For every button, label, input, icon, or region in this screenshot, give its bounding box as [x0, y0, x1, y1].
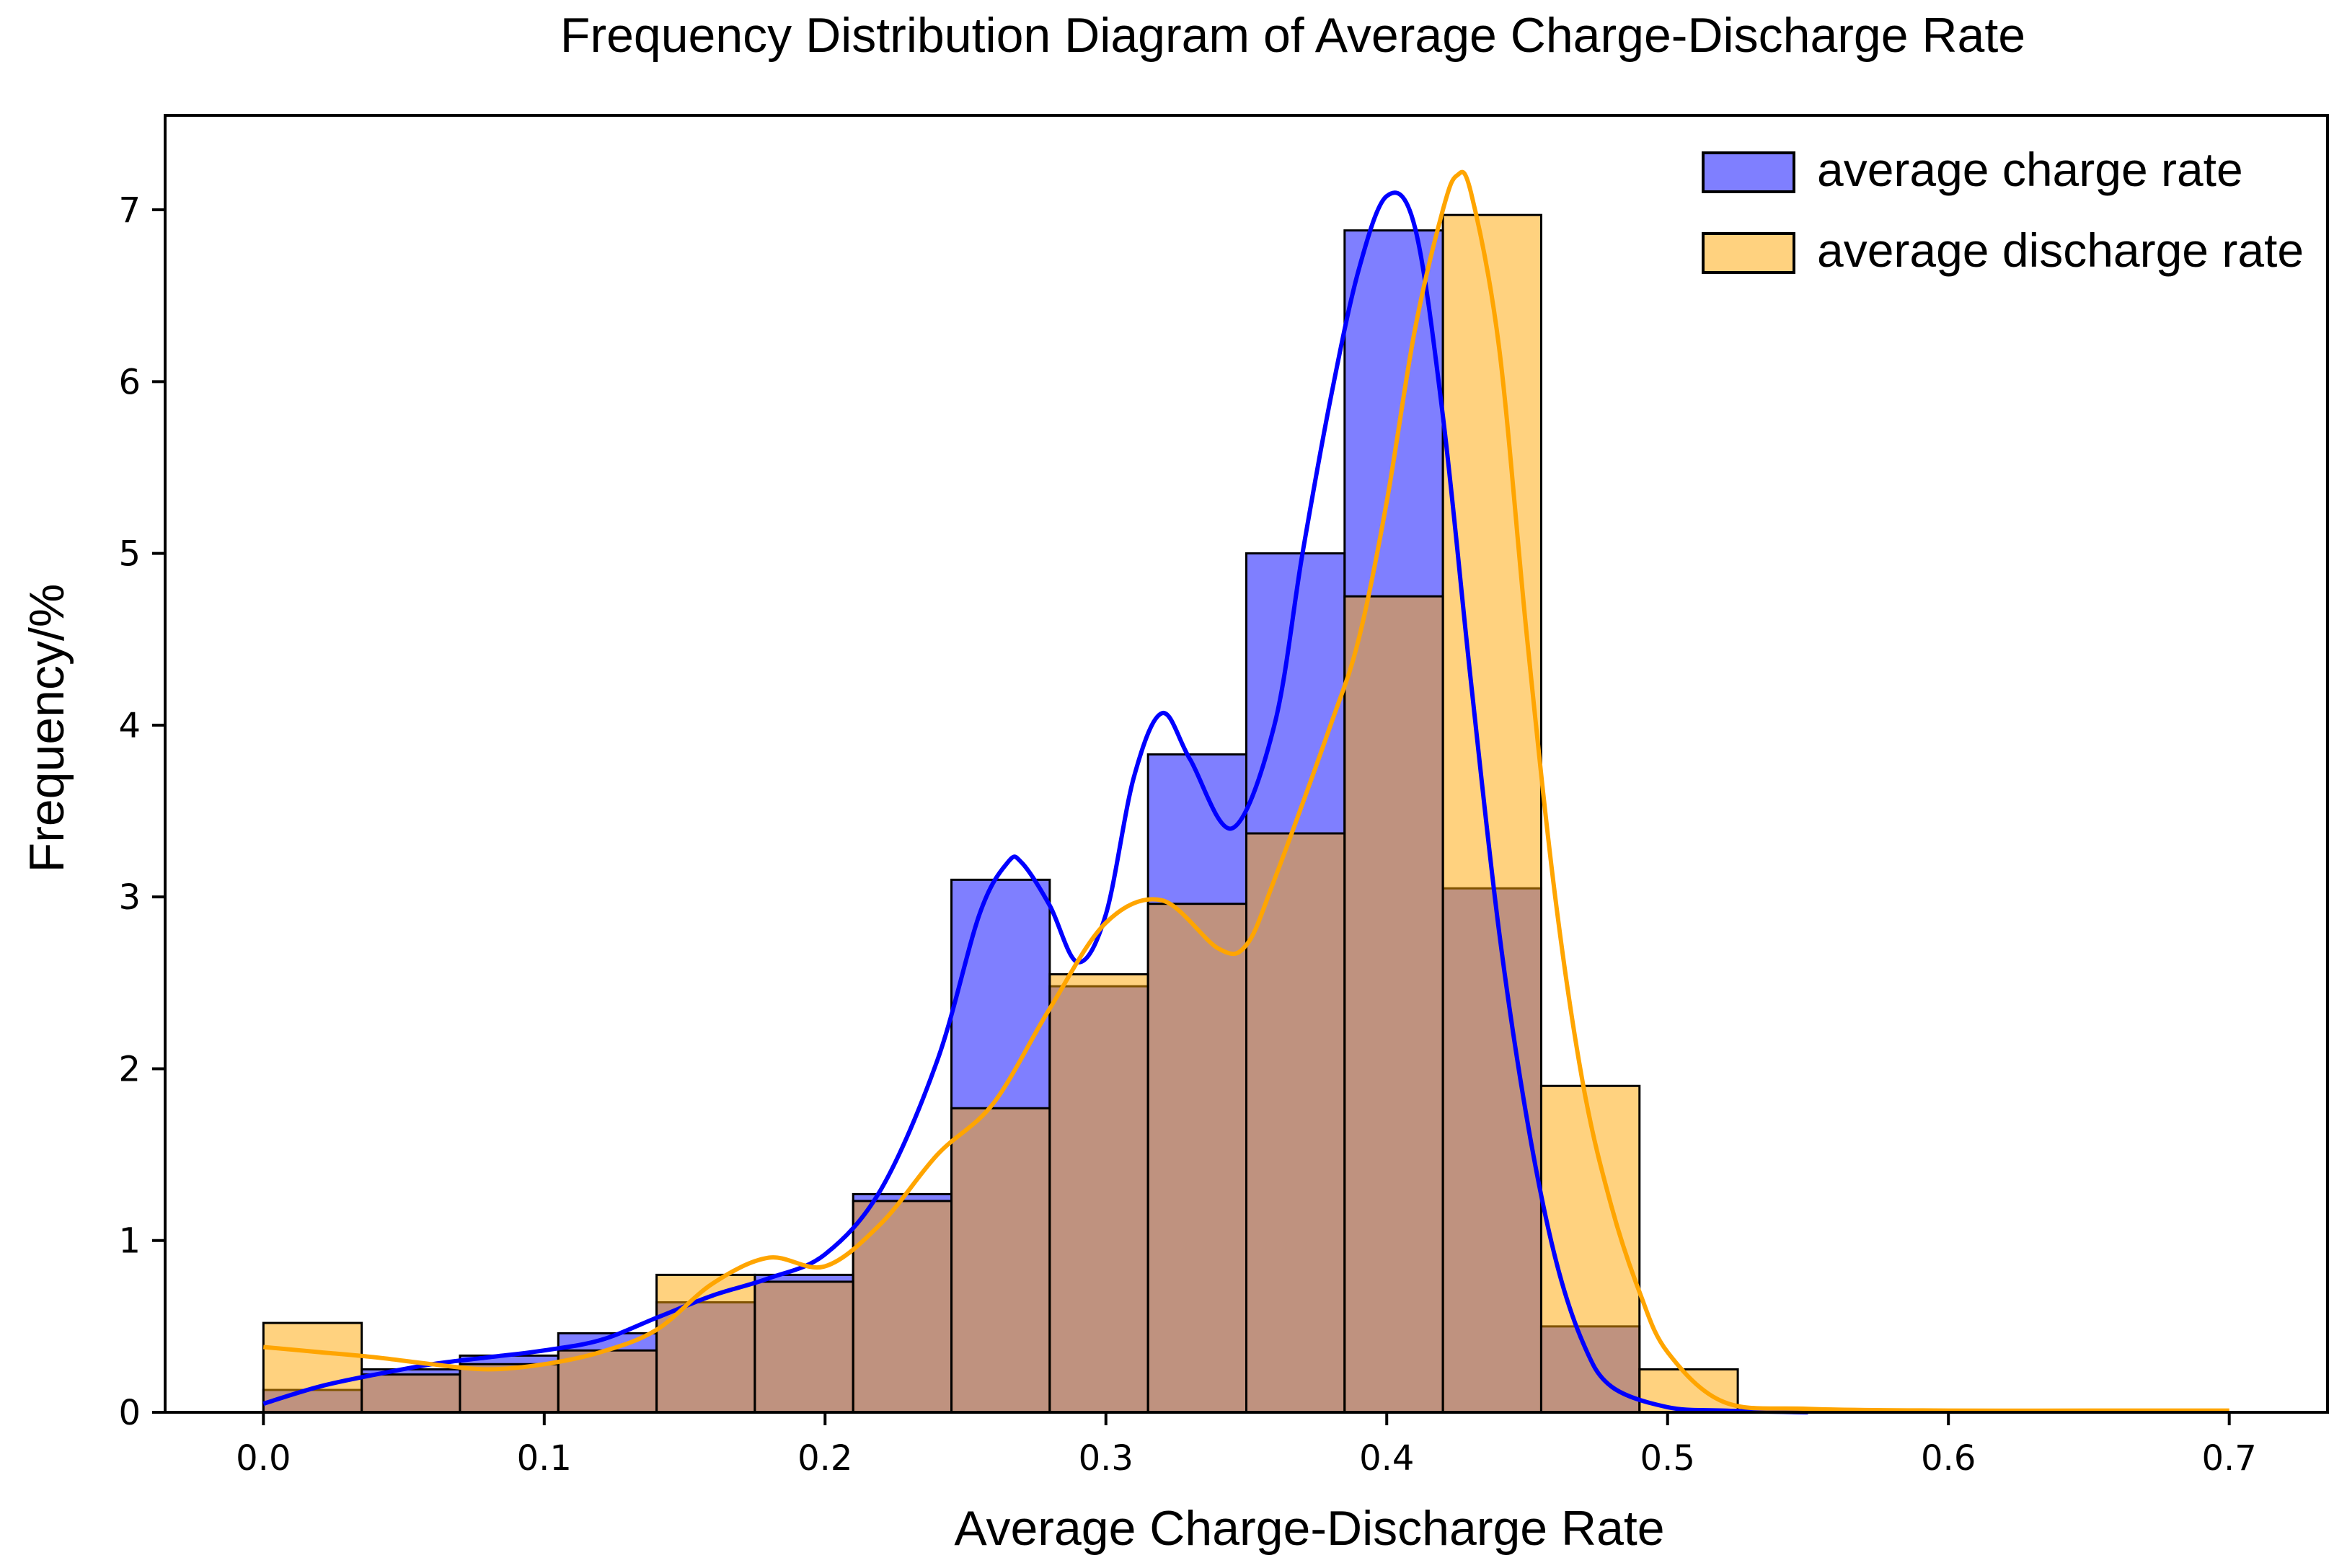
bar-discharge-8 — [1048, 973, 1149, 1414]
legend-swatch-charge — [1702, 151, 1795, 193]
x-tick-label: 0.2 — [797, 1438, 852, 1479]
x-tick-label: 0.0 — [236, 1438, 291, 1479]
bar-discharge-7 — [950, 1107, 1051, 1414]
kde-layer — [262, 169, 2229, 1414]
x-axis-label: Average Charge-Discharge Rate — [954, 1501, 1664, 1556]
y-tick-label: 7 — [118, 190, 141, 231]
bar-discharge-11 — [1343, 595, 1444, 1414]
x-axis-ticks: 0.0 0.1 0.2 0.3 0.4 0.5 0.6 0.7 — [236, 1412, 2257, 1479]
y-tick-label: 5 — [118, 534, 141, 575]
x-tick-label: 0.5 — [1640, 1438, 1695, 1479]
y-tick-label: 1 — [118, 1221, 141, 1262]
bar-discharge-4 — [655, 1273, 756, 1414]
x-tick-label: 0.6 — [1921, 1438, 1976, 1479]
legend-label-charge: average charge rate — [1817, 143, 2243, 196]
y-tick-label: 6 — [118, 362, 141, 402]
y-tick-label: 2 — [118, 1049, 141, 1089]
kde-line-charge — [262, 190, 1808, 1414]
x-tick-label: 0.3 — [1079, 1438, 1133, 1479]
y-tick-label: 0 — [118, 1393, 141, 1433]
bar-discharge-6 — [852, 1200, 953, 1414]
bar-discharge-9 — [1146, 903, 1247, 1414]
bar-discharge-1 — [361, 1373, 461, 1414]
x-tick-label: 0.7 — [2202, 1438, 2257, 1479]
x-tick-label: 0.1 — [517, 1438, 572, 1479]
bar-discharge-2 — [459, 1363, 560, 1414]
x-tick-label: 0.4 — [1359, 1438, 1414, 1479]
legend-swatch-discharge — [1702, 232, 1795, 274]
kde-line-discharge — [263, 169, 2229, 1413]
y-tick-label: 3 — [118, 877, 141, 918]
y-axis-ticks: 0 1 2 3 4 5 6 7 — [118, 190, 165, 1433]
y-tick-label: 4 — [118, 706, 141, 746]
bar-discharge-5 — [753, 1280, 854, 1414]
chart-title: Frequency Distribution Diagram of Averag… — [560, 8, 2025, 63]
legend: average charge rate average discharge ra… — [1702, 143, 2304, 277]
plot-frame — [164, 114, 2329, 1414]
legend-label-discharge: average discharge rate — [1817, 223, 2304, 277]
bars-layer — [262, 213, 1739, 1414]
bar-discharge-10 — [1245, 832, 1346, 1414]
y-axis-label: Frequency/% — [19, 584, 74, 873]
bar-discharge-12 — [1441, 213, 1542, 1414]
